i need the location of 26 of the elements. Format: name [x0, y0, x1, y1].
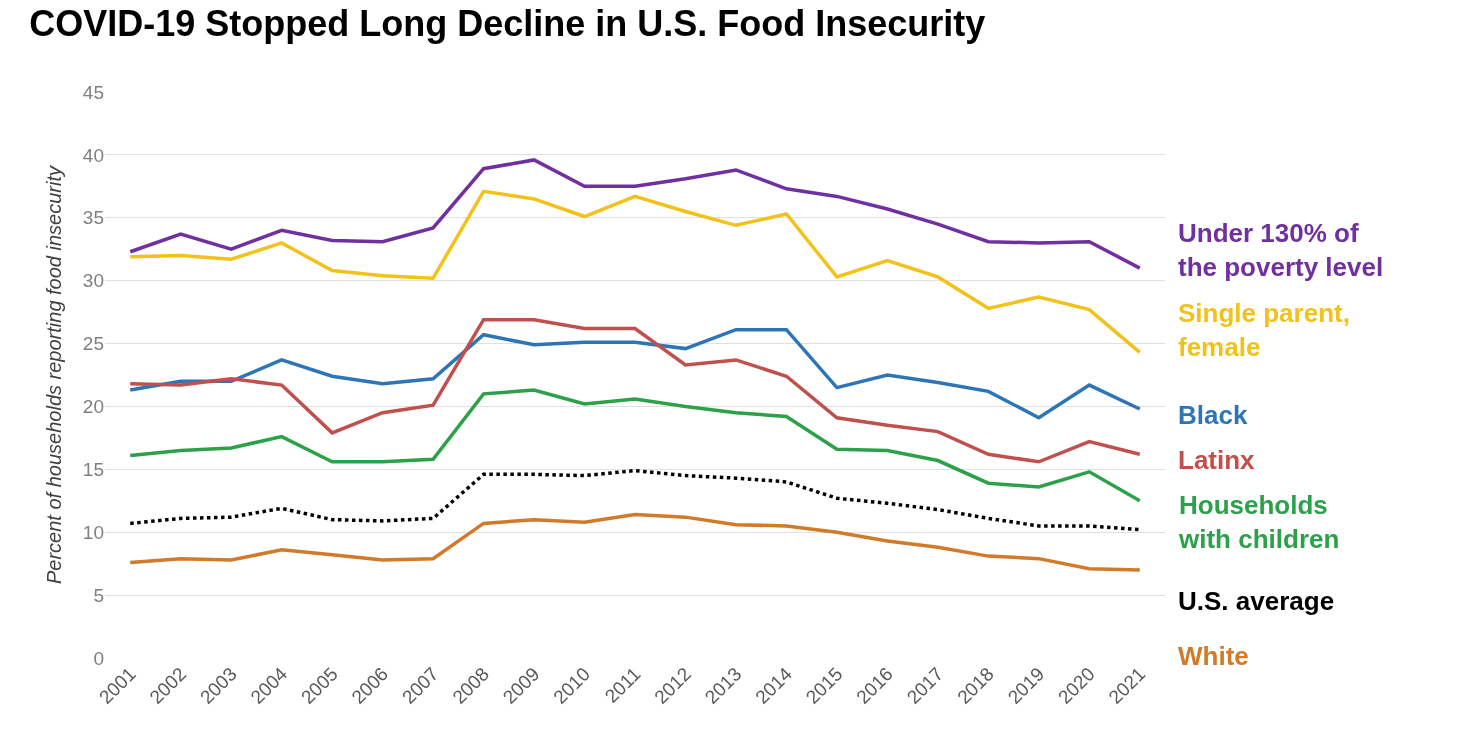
- line-series: [128, 158, 1142, 270]
- line-series: [128, 189, 1142, 355]
- line-series: [128, 388, 1142, 503]
- line-series: [128, 512, 1142, 572]
- series-label: Latinx: [1178, 445, 1256, 475]
- y-tick-label: 35: [82, 207, 104, 229]
- y-axis-title: Percent of households reporting food insecurity: [43, 164, 66, 585]
- line-series: [128, 327, 1142, 420]
- line-series: [128, 468, 1142, 532]
- series-label: Single parent, female: [1178, 298, 1350, 362]
- y-tick-label: 40: [82, 144, 104, 166]
- series-label: Black: [1178, 400, 1248, 430]
- line-series: [128, 317, 1142, 464]
- text: White: [1178, 641, 1249, 671]
- y-tick-label: 20: [82, 396, 104, 418]
- y-tick-label: 5: [93, 584, 104, 606]
- text: U.S. average: [1178, 586, 1335, 616]
- y-tick-label: 15: [82, 458, 104, 480]
- y-tick-label: 25: [82, 333, 104, 355]
- series-label: Under 130% of the poverty level: [1178, 218, 1384, 282]
- series-label: Households with children: [1178, 490, 1340, 554]
- y-tick-label: 10: [82, 521, 104, 543]
- y-tick-label: 30: [82, 270, 104, 292]
- y-tick-label: 45: [82, 81, 104, 103]
- y-tick-label: 0: [93, 647, 104, 669]
- chart-title: COVID-19 Stopped Long Decline in U.S. Food Insecurity: [29, 3, 986, 45]
